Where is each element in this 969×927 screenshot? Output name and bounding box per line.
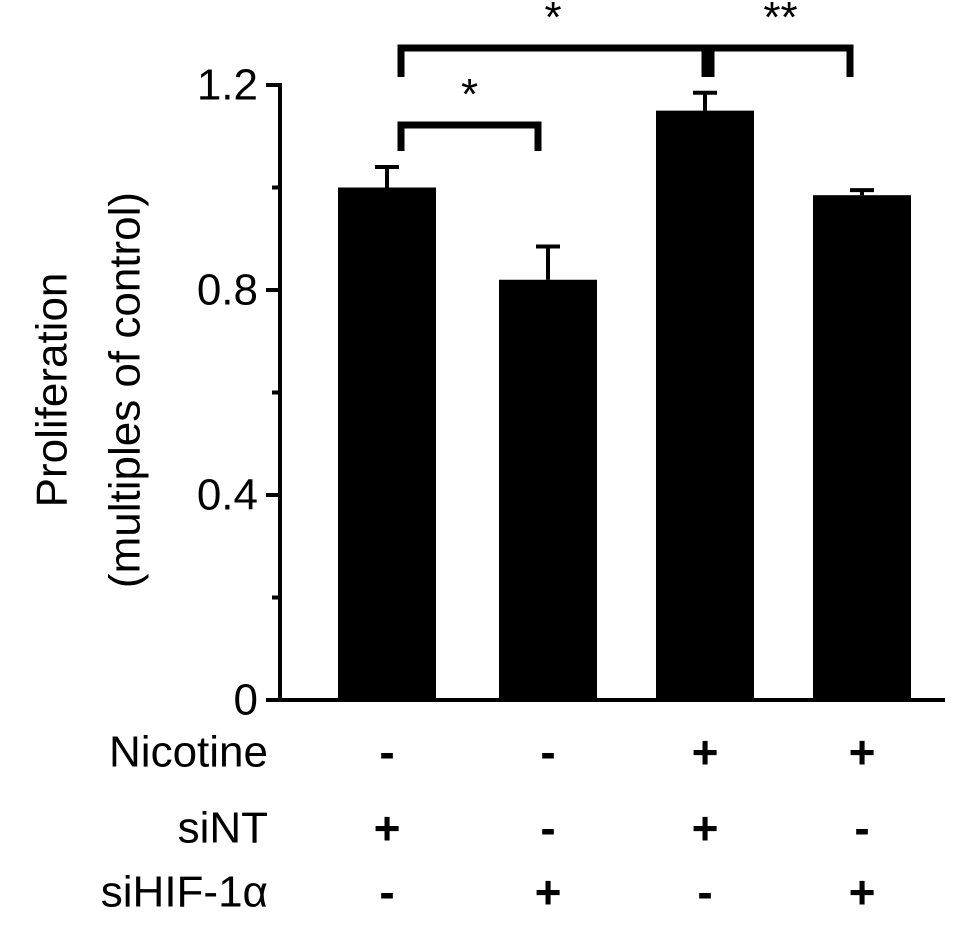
treatment-row-label: Nicotine (109, 728, 268, 777)
significance-bracket (707, 44, 854, 77)
y-tick-label: 0.4 (197, 471, 258, 520)
bar (338, 187, 436, 700)
treatment-row-label: siHIF-1α (101, 868, 268, 917)
minus-sign: - (540, 802, 555, 854)
plus-sign: + (849, 726, 876, 778)
y-tick-label: 0.8 (197, 266, 258, 315)
bars (338, 110, 911, 700)
plus-sign: + (692, 726, 719, 778)
treatment-row-label: siNT (178, 804, 268, 853)
significance-label: * (461, 70, 478, 119)
y-tick-label: 0 (234, 676, 258, 725)
significance-brackets: ** ** (397, 0, 854, 151)
minus-sign: - (854, 802, 869, 854)
bar (813, 195, 911, 700)
y-axis-label-line: Proliferation (28, 273, 77, 508)
plus-sign: + (692, 802, 719, 854)
treatment-table: Nicotine - - + + siNT + - + - siHIF-1α - + - + (101, 726, 876, 918)
minus-sign: - (379, 726, 394, 778)
minus-sign: - (379, 866, 394, 918)
bar (499, 279, 597, 700)
significance-bracket (397, 121, 542, 151)
minus-sign: - (697, 866, 712, 918)
plus-sign: + (535, 866, 562, 918)
y-tick-label: 1.2 (197, 61, 258, 110)
significance-label: * (544, 0, 561, 42)
significance-bracket (397, 44, 709, 77)
plus-sign: + (374, 802, 401, 854)
y-axis-label-line: (multiples of control) (101, 192, 150, 588)
error-bars (375, 90, 874, 280)
bar (656, 110, 754, 700)
significance-label: ** (763, 0, 797, 42)
y-axis-label: Proliferation (multiples of control) (28, 192, 150, 588)
plus-sign: + (849, 866, 876, 918)
minus-sign: - (540, 726, 555, 778)
